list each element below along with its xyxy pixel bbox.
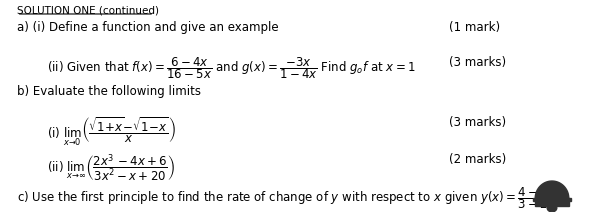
- Text: (3 marks): (3 marks): [449, 116, 506, 129]
- Text: b) Evaluate the following limits: b) Evaluate the following limits: [17, 85, 200, 98]
- Text: (3 marks): (3 marks): [449, 56, 506, 69]
- Text: a) (i) Define a function and give an example: a) (i) Define a function and give an exa…: [17, 21, 278, 34]
- Circle shape: [547, 204, 557, 212]
- Text: (1 mark): (1 mark): [449, 21, 500, 34]
- Bar: [533, 198, 571, 201]
- Polygon shape: [535, 198, 569, 206]
- Text: (2 marks): (2 marks): [449, 153, 506, 166]
- Text: (i) $\lim_{x \to 0}\left(\dfrac{\sqrt{1+x}-\sqrt{1-x}}{x}\right)$: (i) $\lim_{x \to 0}\left(\dfrac{\sqrt{1+…: [47, 116, 176, 149]
- Text: (ii) Given that $f(x)=\dfrac{6-4x}{16-5x}$ and $g(x)=\dfrac{-3x}{1-4x}$ Find $g_: (ii) Given that $f(x)=\dfrac{6-4x}{16-5x…: [47, 56, 416, 81]
- Text: SOLUTION ONE (continued): SOLUTION ONE (continued): [17, 5, 158, 15]
- Text: (ii) $\lim_{x \to \infty}\left(\dfrac{2x^3-4x+6}{3x^2-x+20}\right)$: (ii) $\lim_{x \to \infty}\left(\dfrac{2x…: [47, 153, 175, 184]
- Polygon shape: [535, 181, 569, 198]
- Text: c) Use the first principle to find the rate of change of $y$ with respect to $x$: c) Use the first principle to find the r…: [17, 186, 556, 211]
